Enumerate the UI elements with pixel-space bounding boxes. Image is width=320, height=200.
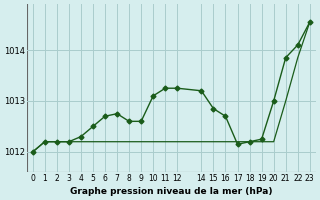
X-axis label: Graphe pression niveau de la mer (hPa): Graphe pression niveau de la mer (hPa) bbox=[70, 187, 273, 196]
